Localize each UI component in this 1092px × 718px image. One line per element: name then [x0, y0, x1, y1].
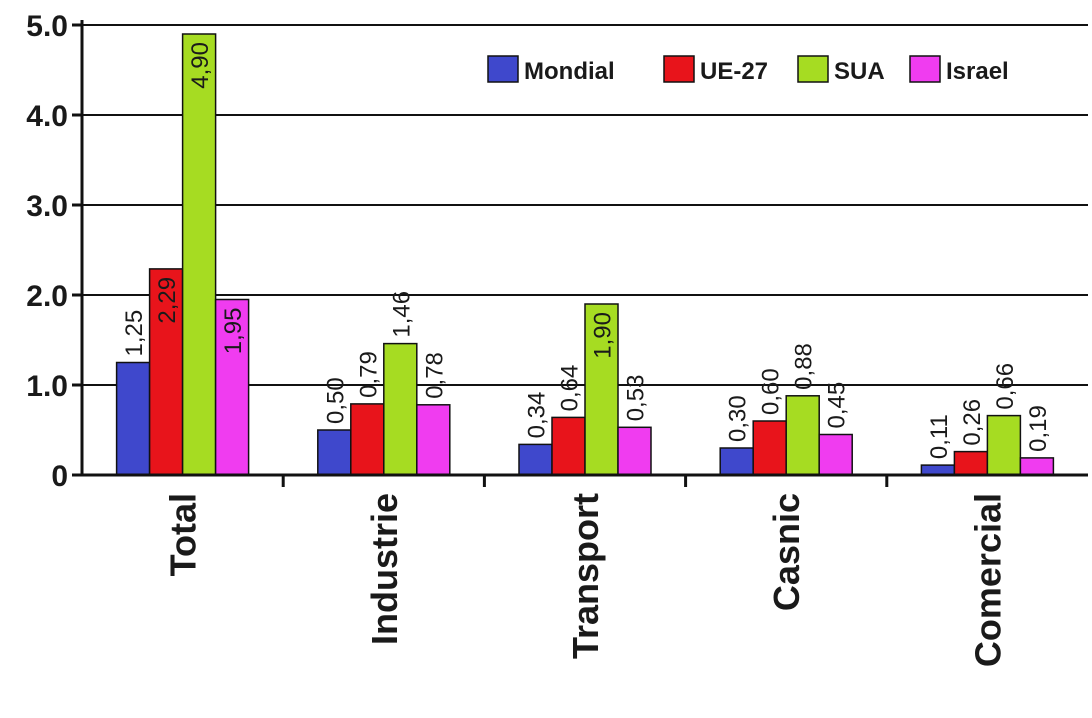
gridlines — [82, 24, 1088, 386]
legend-swatch — [487, 55, 519, 83]
bar-ue-27-transport — [551, 416, 586, 476]
legend-swatch — [797, 55, 829, 83]
y-tick-label: 4.0 — [26, 100, 68, 133]
data-label: 1,95 — [220, 308, 247, 355]
data-label: 0,26 — [959, 399, 986, 446]
data-label: 0,79 — [355, 351, 382, 398]
legend-swatch — [909, 55, 941, 83]
bar-israel-total — [214, 298, 250, 476]
bar-israel-casnic — [818, 433, 853, 476]
y-tick-label: 1.0 — [26, 370, 68, 403]
data-label: 1,46 — [388, 291, 415, 338]
bar-israel-comercial — [1019, 457, 1055, 476]
category-label: Comercial — [967, 493, 1008, 667]
category-label: Industrie — [364, 493, 405, 645]
y-tick-label: 0 — [51, 460, 68, 493]
legend-label: UE-27 — [700, 58, 768, 85]
data-label: 1,90 — [590, 312, 617, 359]
legend-label: Israel — [946, 58, 1009, 85]
axes — [80, 20, 1088, 487]
data-label: 0,34 — [524, 392, 551, 439]
bars — [115, 33, 1055, 476]
bar-israel-transport — [617, 426, 652, 476]
data-label: 0,88 — [791, 343, 818, 390]
category-label: Total — [163, 493, 204, 576]
data-label: 0,60 — [758, 368, 785, 415]
data-label: 0,78 — [421, 352, 448, 399]
bar-mondial-transport — [518, 443, 553, 476]
y-tick-label: 2.0 — [26, 280, 68, 313]
bar-sua-total — [181, 33, 217, 476]
data-label: 2,29 — [154, 277, 181, 324]
data-label: 0,66 — [992, 363, 1019, 410]
bar-ue-27-total — [148, 268, 184, 476]
data-label: 0,64 — [557, 365, 584, 412]
category-label: Transport — [565, 493, 606, 659]
data-label: 4,90 — [187, 42, 214, 89]
bar-mondial-industrie — [317, 429, 352, 476]
bar-sua-casnic — [785, 395, 820, 476]
data-label: 0,45 — [824, 382, 851, 429]
bar-israel-industrie — [416, 404, 451, 476]
legend-label: Mondial — [524, 58, 615, 85]
bar-sua-comercial — [986, 414, 1022, 476]
bar-sua-transport — [584, 303, 619, 476]
bar-sua-industrie — [383, 342, 418, 476]
data-labels: 1,252,29 4,90 1,95 0,500,791,460,78 0,340,64… — [121, 42, 1052, 459]
legend: Mondial UE-27 SUA Israel — [487, 55, 1009, 85]
legend-label: SUA — [834, 58, 885, 85]
category-labels: Total Industrie Transport Casnic Comercial — [163, 493, 1009, 667]
data-label: 0,50 — [322, 377, 349, 424]
bar-ue-27-comercial — [953, 450, 989, 476]
category-label: Casnic — [766, 493, 807, 611]
y-tick-label: 5.0 — [26, 10, 68, 43]
bar-mondial-total — [115, 361, 151, 476]
y-tick-label: 3.0 — [26, 190, 68, 223]
bar-ue-27-casnic — [752, 420, 787, 476]
data-label: 0,11 — [926, 414, 953, 459]
data-label: 0,30 — [725, 395, 752, 442]
legend-swatch — [663, 55, 695, 83]
data-label: 0,53 — [623, 375, 650, 422]
data-label: 0,19 — [1025, 405, 1052, 452]
y-axis-ticks: 0 1.0 2.0 3.0 4.0 5.0 — [26, 10, 82, 493]
bar-mondial-casnic — [719, 447, 754, 476]
data-label: 1,25 — [121, 310, 148, 357]
bar-ue-27-industrie — [350, 403, 385, 476]
